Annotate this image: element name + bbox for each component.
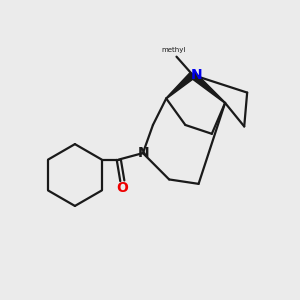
Text: N: N bbox=[137, 146, 149, 160]
Polygon shape bbox=[166, 72, 195, 99]
Polygon shape bbox=[190, 72, 225, 103]
Text: N: N bbox=[190, 68, 202, 82]
Text: methyl: methyl bbox=[161, 47, 186, 53]
Text: O: O bbox=[116, 181, 128, 195]
